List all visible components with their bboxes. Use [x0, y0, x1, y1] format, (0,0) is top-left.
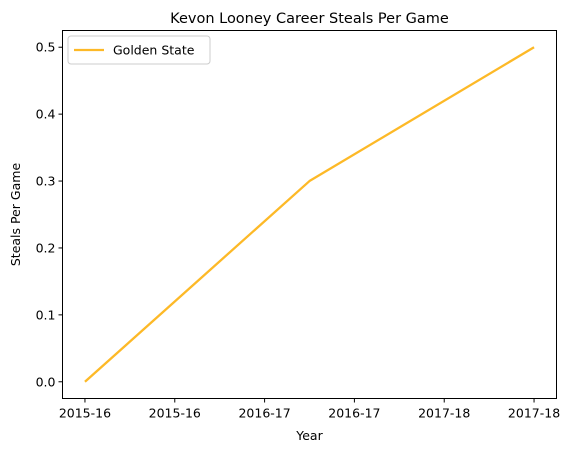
plot-area: [62, 30, 557, 399]
series-line-golden-state: [84, 46, 535, 383]
legend-label: Golden State: [113, 43, 195, 58]
x-tick-label: 2017-18: [418, 406, 470, 421]
legend-box: [67, 35, 211, 65]
x-tick-label: 2016-17: [328, 406, 380, 421]
y-tick-label: 0.4: [36, 107, 56, 122]
y-axis-label: Steals Per Game: [8, 163, 23, 267]
x-axis: 2015-16 2015-16 2016-17 2016-17 2017-18 2017-…: [59, 398, 560, 421]
x-tick-label: 2015-16: [59, 406, 111, 421]
y-tick-label: 0.5: [36, 40, 56, 55]
y-tick-label: 0.0: [36, 374, 56, 389]
y-tick-label: 0.2: [36, 240, 56, 255]
chart-title: Kevon Looney Career Steals Per Game: [170, 11, 449, 27]
legend: Golden State: [67, 35, 211, 65]
x-tick-label: 2016-17: [238, 406, 290, 421]
y-axis: 0.0 0.1 0.2 0.3 0.4 0.5: [36, 40, 63, 389]
series-layer: [84, 46, 535, 383]
y-tick-label: 0.3: [36, 174, 56, 189]
x-tick-label: 2015-16: [149, 406, 201, 421]
x-tick-label: 2017-18: [508, 406, 560, 421]
y-tick-label: 0.1: [36, 307, 56, 322]
x-axis-label: Year: [295, 428, 323, 443]
